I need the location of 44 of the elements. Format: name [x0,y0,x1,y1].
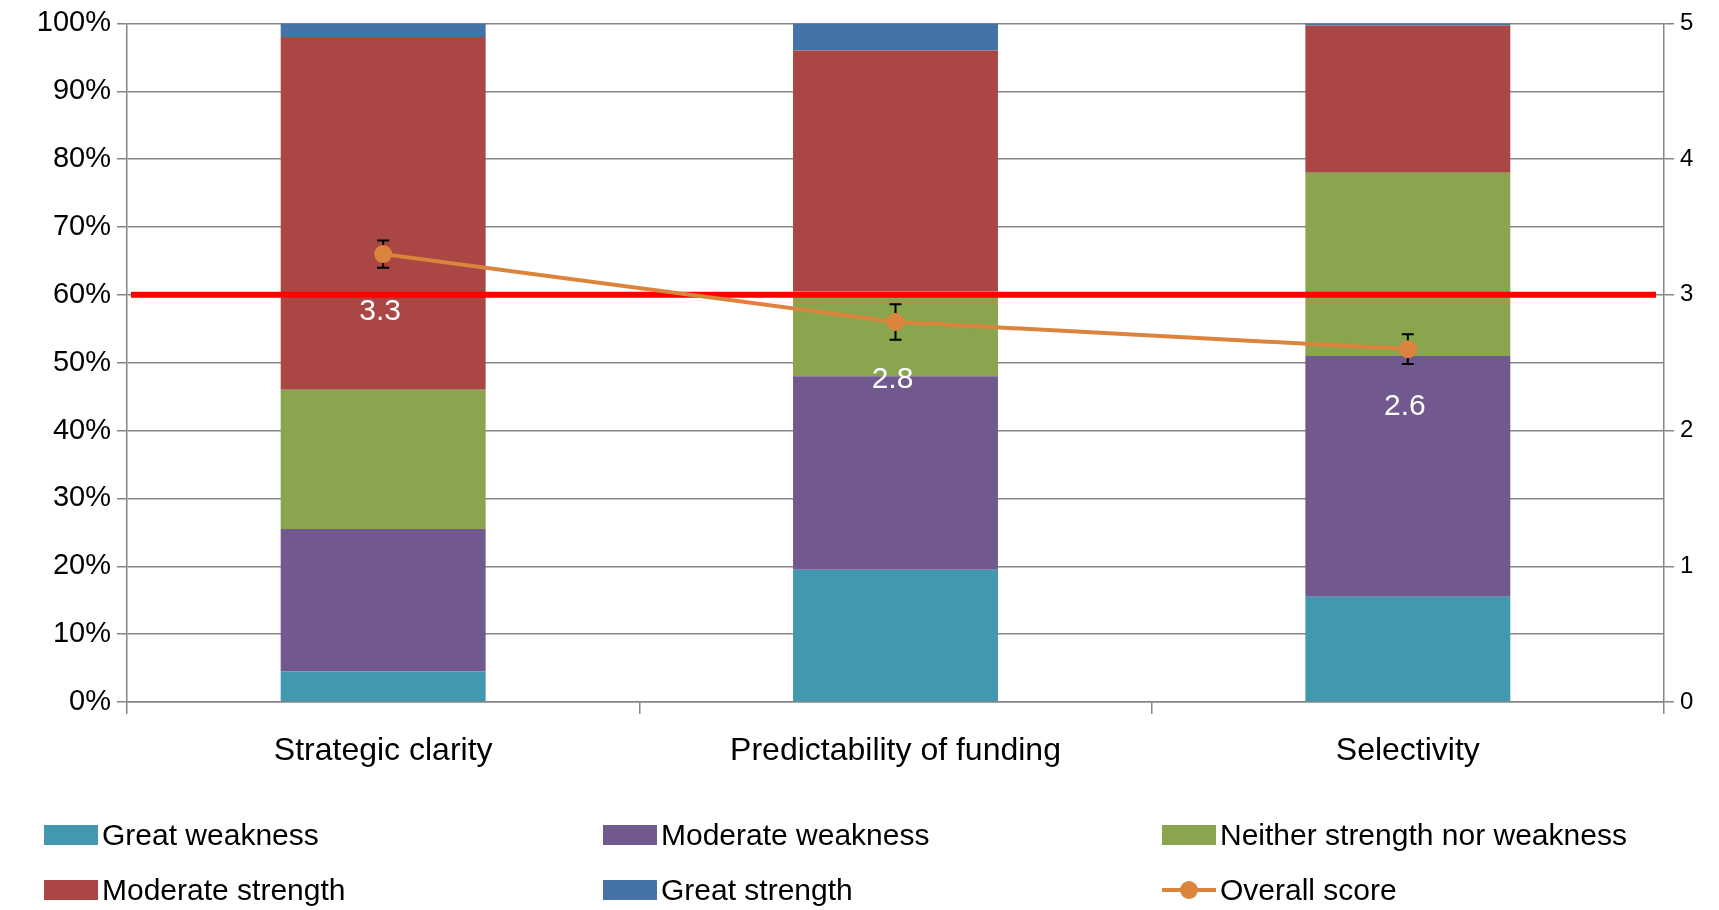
y-tick-label: 50% [52,344,111,377]
y-tick-label: 100% [36,5,111,38]
bar [1305,25,1511,173]
y2-tick-label: 5 [1680,8,1694,36]
legend-label: Great strength [661,873,853,907]
x-tick-label: Predictability of funding [730,731,1061,768]
legend-label: Neither strength nor weakness [1220,818,1627,852]
point [374,245,393,264]
y-tick-label: 30% [52,480,111,513]
data-label: 3.3 [359,293,402,327]
y-tick-label: 40% [52,412,111,445]
y-tick-label: 70% [52,208,111,241]
point [1398,340,1417,359]
bar [280,389,486,529]
y-tick-label: 90% [52,73,111,106]
y-tick-label: 10% [52,616,111,649]
y2-tick-label: 4 [1680,143,1694,171]
y-tick-label: 0% [69,684,111,716]
y2-tick-label: 2 [1680,415,1694,443]
bar [1305,596,1511,702]
y2-tick-label: 3 [1680,279,1694,307]
bar [280,23,486,37]
data-label: 2.6 [1383,388,1426,422]
x-tick-label: Strategic clarity [273,731,493,768]
y-tick-label: 20% [52,548,111,581]
legend-label: Overall score [1220,873,1397,907]
legend-label: Moderate strength [102,873,346,907]
bar [280,528,486,672]
point [886,312,905,331]
bar [280,671,486,702]
bar [1305,355,1511,597]
legend-label: Great weakness [102,818,319,852]
bar [793,23,998,51]
bar [793,50,998,292]
y2-tick-label: 1 [1680,550,1694,578]
y-tick-label: 80% [52,141,111,174]
legend-label: Moderate weakness [661,818,930,852]
bar [793,569,998,702]
y-tick-label: 60% [52,276,111,309]
x-tick-label: Selectivity [1335,731,1480,768]
data-label: 2.8 [871,361,914,395]
bar [1305,172,1511,356]
bar [280,36,486,390]
y2-tick-label: 0 [1680,686,1694,714]
